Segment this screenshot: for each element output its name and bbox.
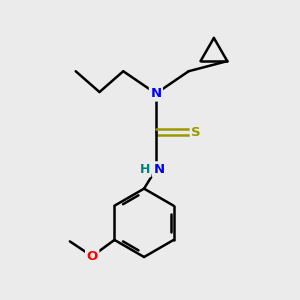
Text: S: S — [191, 126, 201, 139]
Text: N: N — [153, 163, 164, 176]
Text: O: O — [86, 250, 98, 263]
Text: H: H — [140, 163, 150, 176]
Text: N: N — [150, 87, 161, 100]
